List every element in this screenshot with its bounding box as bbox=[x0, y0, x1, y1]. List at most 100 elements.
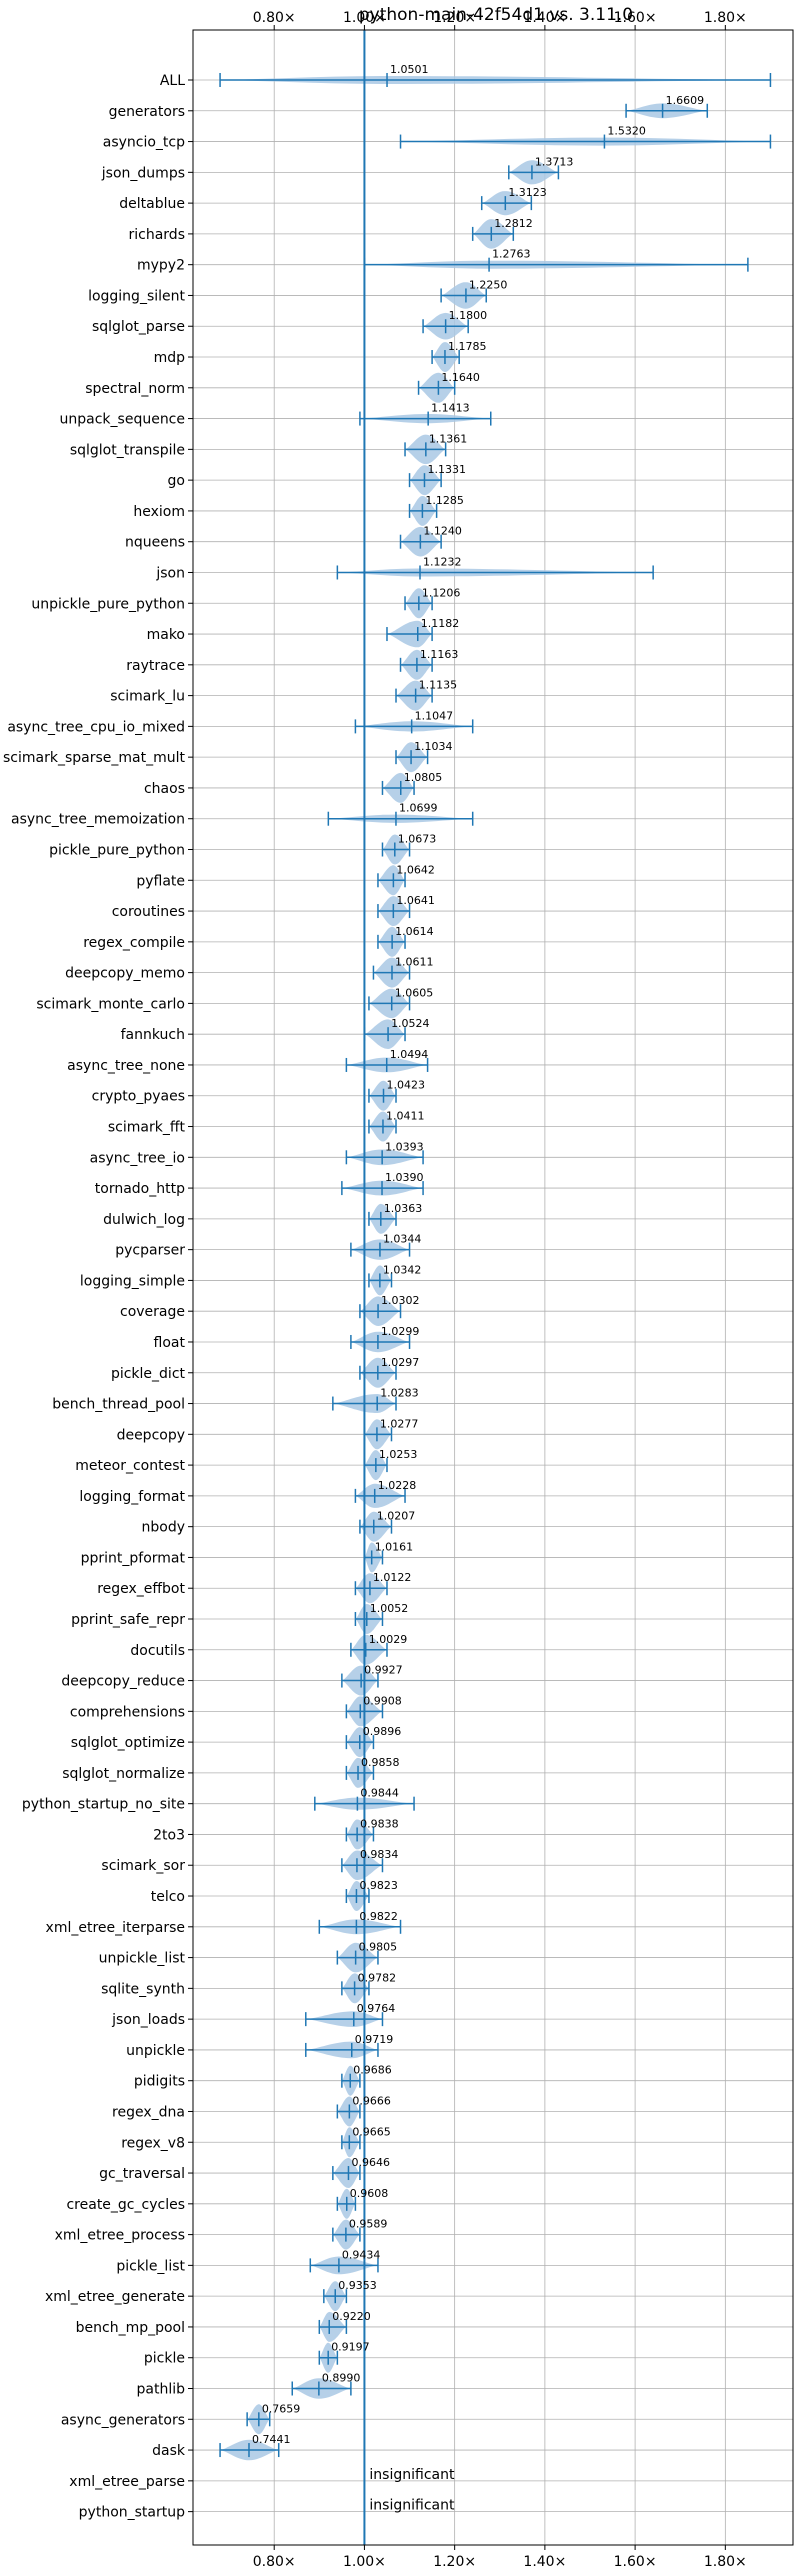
value-label: 1.2812 bbox=[494, 217, 533, 230]
value-label: 1.0161 bbox=[375, 1540, 414, 1553]
value-label: 1.0344 bbox=[383, 1233, 422, 1246]
benchmark-label: float bbox=[154, 1335, 186, 1351]
benchmark-label: dulwich_log bbox=[103, 1212, 185, 1228]
benchmark-label: nbody bbox=[142, 1520, 186, 1536]
x-tick-label-top: 1.20× bbox=[433, 10, 476, 26]
benchmark-label: gc_traversal bbox=[99, 2166, 185, 2182]
benchmark-label: async_tree_cpu_io_mixed bbox=[7, 719, 185, 735]
value-label: 0.9666 bbox=[352, 2094, 391, 2107]
benchmark-label: scimark_sparse_mat_mult bbox=[3, 750, 185, 766]
benchmark-label: async_tree_io bbox=[90, 1150, 185, 1166]
benchmark-label: dask bbox=[152, 2443, 186, 2459]
benchmark-label: docutils bbox=[130, 1643, 185, 1659]
benchmark-label: telco bbox=[151, 1889, 185, 1905]
benchmark-label: logging_simple bbox=[80, 1273, 185, 1289]
value-label: 1.1285 bbox=[425, 494, 464, 507]
benchmark-label: scimark_monte_carlo bbox=[36, 996, 185, 1012]
benchmark-label: meteor_contest bbox=[75, 1458, 185, 1474]
benchmark-label: pickle_dict bbox=[111, 1366, 186, 1382]
value-label: 0.9858 bbox=[361, 1756, 400, 1769]
value-label: 0.9844 bbox=[360, 1787, 399, 1800]
value-label: 1.2250 bbox=[469, 278, 508, 291]
benchmark-label: deepcopy_memo bbox=[65, 966, 185, 982]
benchmark-label: regex_dna bbox=[112, 2104, 185, 2120]
value-label: 1.1135 bbox=[419, 679, 458, 692]
benchmark-label: pickle_pure_python bbox=[49, 843, 185, 859]
benchmark-label: unpack_sequence bbox=[60, 412, 185, 428]
benchmark-label: deepcopy bbox=[117, 1427, 185, 1443]
x-tick-label-bottom: 1.60× bbox=[614, 2554, 657, 2570]
value-label: 0.8990 bbox=[322, 2372, 361, 2385]
value-label: 1.0342 bbox=[383, 1263, 422, 1276]
benchmark-label: go bbox=[168, 473, 185, 489]
value-label: 1.0699 bbox=[399, 802, 438, 815]
benchmark-label: scimark_fft bbox=[108, 1120, 186, 1136]
benchmark-label: pprint_safe_repr bbox=[71, 1612, 185, 1628]
benchmark-label: regex_v8 bbox=[121, 2135, 185, 2151]
value-label: 1.1413 bbox=[431, 402, 470, 415]
benchmark-label: bench_thread_pool bbox=[52, 1397, 185, 1413]
value-label: 0.9665 bbox=[352, 2125, 391, 2138]
value-label: 0.9896 bbox=[363, 1725, 402, 1738]
value-label: 1.1240 bbox=[423, 525, 462, 538]
benchmark-label: json bbox=[155, 565, 185, 581]
value-label: 1.0642 bbox=[396, 863, 435, 876]
value-label: 1.5320 bbox=[607, 125, 646, 138]
value-label: 0.9686 bbox=[353, 2064, 392, 2077]
value-label: 0.9834 bbox=[360, 1848, 399, 1861]
benchmark-label: json_loads bbox=[111, 2012, 185, 2028]
value-label: 1.2763 bbox=[492, 248, 531, 261]
benchmark-label: spectral_norm bbox=[85, 381, 185, 397]
benchmark-label: sqlglot_transpile bbox=[70, 442, 185, 458]
value-label: 0.9823 bbox=[359, 1879, 398, 1892]
value-label: 1.0228 bbox=[378, 1479, 417, 1492]
benchmark-label: pickle_list bbox=[116, 2258, 185, 2274]
benchmark-label: unpickle_pure_python bbox=[31, 596, 185, 612]
value-label: 0.9719 bbox=[355, 2033, 394, 2046]
benchmark-label: coroutines bbox=[112, 904, 185, 920]
value-label: 1.1182 bbox=[421, 617, 460, 630]
value-label: 1.0605 bbox=[395, 986, 434, 999]
value-label: 1.0122 bbox=[373, 1571, 412, 1584]
insignificant-label: insignificant bbox=[369, 2498, 455, 2514]
benchmark-label: async_tree_none bbox=[67, 1058, 185, 1074]
benchmark-label: async_tree_memoization bbox=[11, 812, 185, 828]
value-label: 1.0673 bbox=[398, 833, 437, 846]
benchmark-label: chaos bbox=[144, 781, 185, 797]
value-label: 0.7659 bbox=[262, 2402, 301, 2415]
x-tick-label-top: 1.80× bbox=[704, 10, 747, 26]
benchmark-label: scimark_sor bbox=[101, 1858, 185, 1874]
chart-title: python-main-42f54d1 vs. 3.11.0 bbox=[359, 5, 633, 25]
benchmark-label: raytrace bbox=[126, 658, 185, 674]
benchmark-label: deltablue bbox=[119, 196, 185, 212]
x-tick-label-top: 1.00× bbox=[343, 10, 386, 26]
benchmark-label: ALL bbox=[160, 73, 185, 89]
value-label: 1.0805 bbox=[404, 771, 443, 784]
value-label: 1.1800 bbox=[449, 309, 488, 322]
benchmark-label: comprehensions bbox=[70, 1704, 185, 1720]
value-label: 0.9589 bbox=[349, 2218, 388, 2231]
benchmark-label: sqlglot_optimize bbox=[71, 1735, 185, 1751]
value-label: 0.9220 bbox=[332, 2310, 371, 2323]
benchmark-label: xml_etree_process bbox=[55, 2228, 185, 2244]
benchmark-label: create_gc_cycles bbox=[66, 2197, 185, 2213]
plot-frame bbox=[192, 29, 794, 2546]
value-label: 0.9782 bbox=[358, 1971, 397, 1984]
benchmark-label: pidigits bbox=[134, 2074, 185, 2090]
benchmark-label: pathlib bbox=[137, 2382, 186, 2398]
value-label: 0.9908 bbox=[363, 1694, 402, 1707]
value-label: 1.0501 bbox=[390, 63, 429, 76]
value-label: 1.0277 bbox=[380, 1417, 419, 1430]
value-label: 0.9646 bbox=[351, 2156, 390, 2169]
value-label: 1.1640 bbox=[441, 371, 480, 384]
value-label: 1.1785 bbox=[448, 340, 487, 353]
value-label: 0.9434 bbox=[342, 2248, 381, 2261]
x-tick-label-top: 1.40× bbox=[523, 10, 566, 26]
tick-layer: 0.80× 0.80× 1.00× 1.00× 1.20× 1.20× 1.40× 1.40×… bbox=[3, 10, 747, 2570]
violin-layer bbox=[219, 30, 772, 2545]
benchmark-label: python_startup_no_site bbox=[22, 1797, 185, 1813]
value-label: 1.1331 bbox=[427, 463, 466, 476]
benchmark-label: mypy2 bbox=[137, 258, 185, 274]
value-label: 0.7441 bbox=[252, 2433, 291, 2446]
